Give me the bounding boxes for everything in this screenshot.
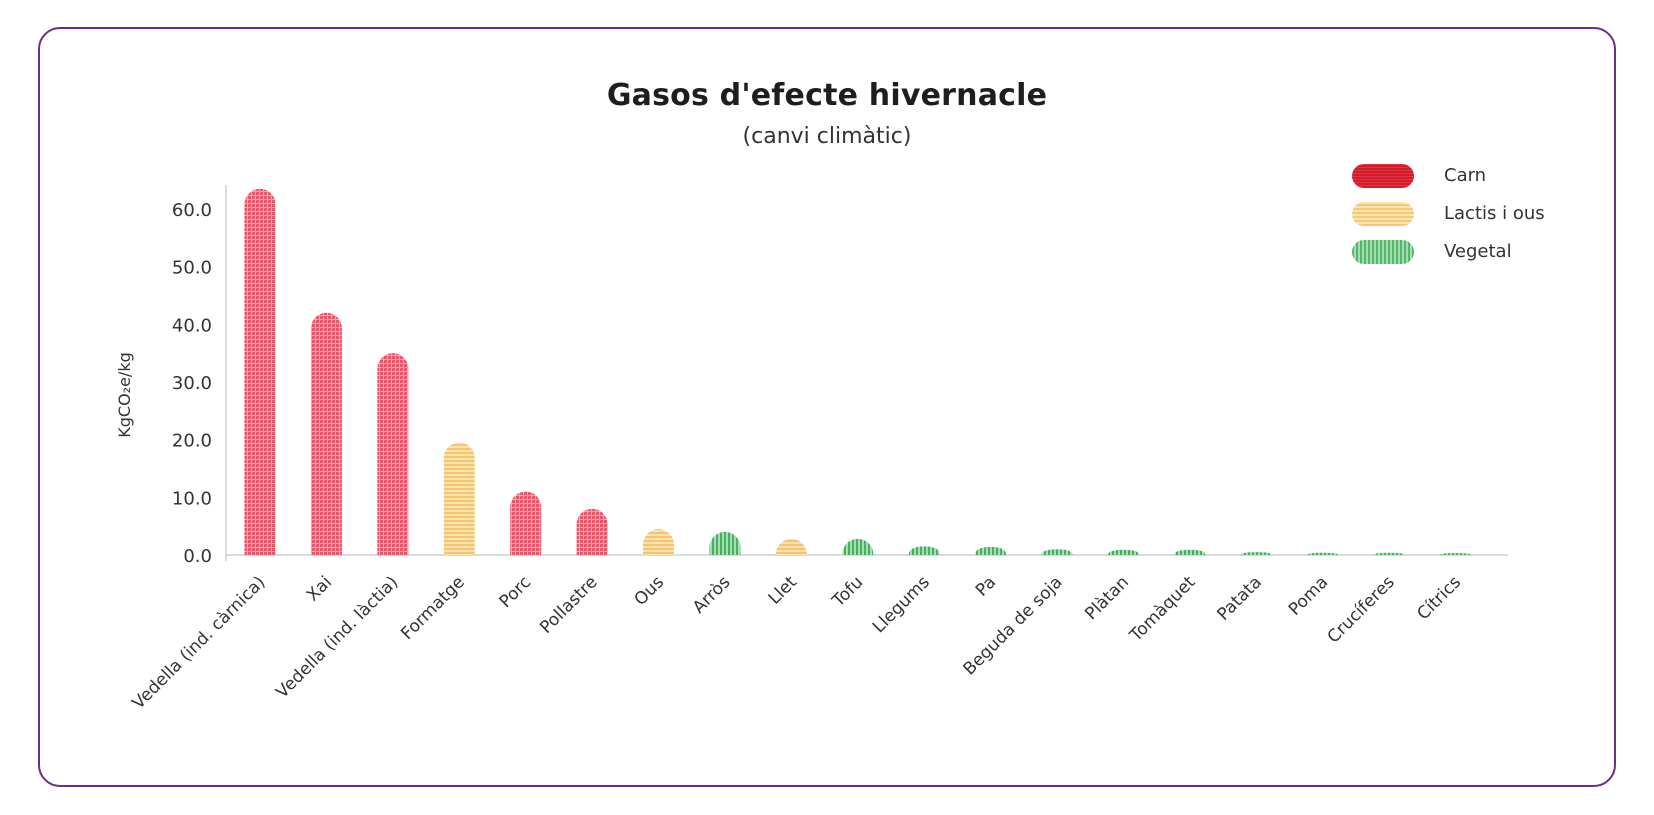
x-tick-label: Pollastre xyxy=(536,572,601,637)
x-tick-label: Crucíferes xyxy=(1324,572,1399,647)
bar-porc xyxy=(510,491,542,555)
legend-swatch-lactis xyxy=(1352,202,1414,226)
x-tick-label: Pa xyxy=(972,572,1000,600)
bar-pa xyxy=(975,546,1007,555)
y-tick-label: 20.0 xyxy=(172,431,212,452)
y-tick-label: 30.0 xyxy=(172,373,212,394)
bar-tomaquet xyxy=(1174,549,1206,555)
x-tick-label: Xai xyxy=(303,572,336,605)
bars xyxy=(244,188,1472,555)
x-tick-label: Poma xyxy=(1285,572,1332,619)
y-tick-label: 60.0 xyxy=(172,200,212,221)
legend-label-vegetal: Vegetal xyxy=(1444,241,1512,262)
x-tick-label: Vedella (ind. càrnica) xyxy=(129,572,270,713)
y-tick-label: 0.0 xyxy=(183,546,212,567)
chart-title: Gasos d'efecte hivernacle xyxy=(606,78,1048,113)
bar-llegums xyxy=(908,546,940,555)
bar-llet xyxy=(775,538,807,555)
bar-patata xyxy=(1240,552,1272,555)
chart-frame xyxy=(38,27,1616,787)
x-tick-label: Porc xyxy=(496,572,536,612)
x-tick-label: Tofu xyxy=(828,572,867,611)
y-axis-label: KgCO₂e/kg xyxy=(115,352,134,437)
bar-platan xyxy=(1107,549,1139,555)
x-tick-label: Formatge xyxy=(397,572,469,644)
axes xyxy=(225,185,1508,561)
legend-swatch-carn xyxy=(1352,164,1414,188)
x-tick-label: Cítrics xyxy=(1413,572,1465,624)
y-tick-label: 40.0 xyxy=(172,315,212,336)
bar-tofu xyxy=(842,538,874,555)
x-tick-label: Patata xyxy=(1213,572,1265,624)
legend-label-carn: Carn xyxy=(1444,165,1487,186)
x-tick-label: Ous xyxy=(631,572,669,610)
bar-formatge xyxy=(443,442,475,555)
y-tick-label: 50.0 xyxy=(172,258,212,279)
bar-poma xyxy=(1307,552,1339,555)
bar-arros xyxy=(709,531,741,555)
legend-swatch-vegetal xyxy=(1352,240,1414,264)
legend-label-lactis: Lactis i ous xyxy=(1444,203,1545,224)
x-tick-label: Vedella (ind. làctia) xyxy=(272,572,402,702)
y-ticks: 0.0 10.0 20.0 30.0 40.0 50.0 60.0 xyxy=(172,200,212,567)
chart-subtitle: (canvi climàtic) xyxy=(742,124,912,149)
bar-pollastre xyxy=(576,508,608,555)
x-tick-label: Arròs xyxy=(689,572,734,617)
bar-ous xyxy=(643,529,675,555)
x-tick-label: Plàtan xyxy=(1081,572,1133,624)
bar-citrics xyxy=(1440,553,1472,555)
y-tick-label: 10.0 xyxy=(172,488,212,509)
bar-cruciferes xyxy=(1373,552,1405,555)
x-tick-label: Tomàquet xyxy=(1125,572,1199,646)
x-tick-label: Llet xyxy=(765,572,802,609)
bar-xai xyxy=(310,312,342,555)
bar-beguda-de-soja xyxy=(1041,549,1073,555)
bar-vedella-ind-lactia xyxy=(377,353,409,555)
bar-vedella-ind-carnica xyxy=(244,188,276,555)
x-tick-label: Llegums xyxy=(869,572,934,637)
